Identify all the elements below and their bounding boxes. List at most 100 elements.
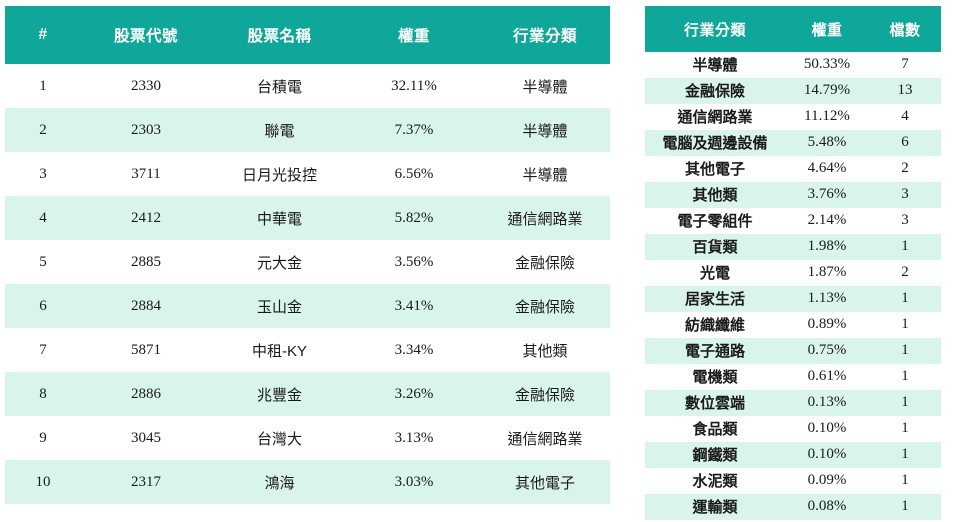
sector-name: 通信網路業 bbox=[645, 104, 785, 130]
table-row[interactable]: 電腦及週邊設備 5.48% 6 bbox=[645, 130, 941, 156]
holding-sector: 半導體 bbox=[480, 64, 610, 108]
holding-code: 2886 bbox=[81, 372, 211, 416]
top-holdings-body: 1 2330 台積電 32.11% 半導體 2 2303 聯電 7.37% 半導體 3 3711 日月光… bbox=[5, 64, 610, 504]
holding-weight: 3.34% bbox=[348, 328, 480, 372]
table-row[interactable]: 百貨類 1.98% 1 bbox=[645, 234, 941, 260]
sector-count: 6 bbox=[869, 130, 941, 156]
holding-weight: 3.41% bbox=[348, 284, 480, 328]
table-row[interactable]: 水泥類 0.09% 1 bbox=[645, 468, 941, 494]
column-header-sector[interactable]: 行業分類 bbox=[480, 6, 610, 64]
holding-weight: 3.56% bbox=[348, 240, 480, 284]
table-row[interactable]: 光電 1.87% 2 bbox=[645, 260, 941, 286]
sector-weight: 0.08% bbox=[785, 494, 869, 520]
sector-count: 13 bbox=[869, 78, 941, 104]
sector-weight: 3.76% bbox=[785, 182, 869, 208]
top-holdings-panel: # 股票代號 股票名稱 權重 行業分類 1 2330 台積電 32.11% 半導體 2 23… bbox=[5, 6, 610, 504]
sector-breakdown-panel: 行業分類 權重 檔數 半導體 50.33% 7 金融保險 14.79% 13 通信網路業 11… bbox=[645, 6, 941, 520]
sector-breakdown-header: 行業分類 權重 檔數 bbox=[645, 6, 941, 52]
holding-weight: 3.03% bbox=[348, 460, 480, 504]
holding-sector: 金融保險 bbox=[480, 240, 610, 284]
holding-weight: 6.56% bbox=[348, 152, 480, 196]
holding-sector: 半導體 bbox=[480, 108, 610, 152]
table-row[interactable]: 電機類 0.61% 1 bbox=[645, 364, 941, 390]
table-row[interactable]: 電子通路 0.75% 1 bbox=[645, 338, 941, 364]
table-row[interactable]: 10 2317 鴻海 3.03% 其他電子 bbox=[5, 460, 610, 504]
holding-rank: 10 bbox=[5, 460, 81, 504]
sector-name: 鋼鐵類 bbox=[645, 442, 785, 468]
table-row[interactable]: 鋼鐵類 0.10% 1 bbox=[645, 442, 941, 468]
table-row[interactable]: 5 2885 元大金 3.56% 金融保險 bbox=[5, 240, 610, 284]
sector-count: 1 bbox=[869, 468, 941, 494]
table-row[interactable]: 電子零組件 2.14% 3 bbox=[645, 208, 941, 234]
sector-count: 1 bbox=[869, 364, 941, 390]
holding-name: 兆豐金 bbox=[211, 372, 348, 416]
sector-weight: 0.61% bbox=[785, 364, 869, 390]
holding-sector: 金融保險 bbox=[480, 284, 610, 328]
holding-name: 元大金 bbox=[211, 240, 348, 284]
column-header-weight[interactable]: 權重 bbox=[348, 6, 480, 64]
holding-code: 2330 bbox=[81, 64, 211, 108]
sector-count: 1 bbox=[869, 338, 941, 364]
column-header-sector[interactable]: 行業分類 bbox=[645, 6, 785, 52]
column-header-rank[interactable]: # bbox=[5, 6, 81, 64]
sector-name: 紡織纖維 bbox=[645, 312, 785, 338]
table-row[interactable]: 2 2303 聯電 7.37% 半導體 bbox=[5, 108, 610, 152]
sector-count: 1 bbox=[869, 286, 941, 312]
column-header-weight[interactable]: 權重 bbox=[785, 6, 869, 52]
holding-weight: 7.37% bbox=[348, 108, 480, 152]
holding-code: 5871 bbox=[81, 328, 211, 372]
column-header-name[interactable]: 股票名稱 bbox=[211, 6, 348, 64]
sector-weight: 14.79% bbox=[785, 78, 869, 104]
table-row[interactable]: 半導體 50.33% 7 bbox=[645, 52, 941, 78]
column-header-count[interactable]: 檔數 bbox=[869, 6, 941, 52]
sector-weight: 1.87% bbox=[785, 260, 869, 286]
table-row[interactable]: 數位雲端 0.13% 1 bbox=[645, 390, 941, 416]
top-holdings-table: # 股票代號 股票名稱 權重 行業分類 1 2330 台積電 32.11% 半導體 2 23… bbox=[5, 6, 610, 504]
sector-name: 電腦及週邊設備 bbox=[645, 130, 785, 156]
sector-weight: 5.48% bbox=[785, 130, 869, 156]
sector-name: 其他類 bbox=[645, 182, 785, 208]
holding-name: 聯電 bbox=[211, 108, 348, 152]
table-row[interactable]: 其他類 3.76% 3 bbox=[645, 182, 941, 208]
holding-name: 日月光投控 bbox=[211, 152, 348, 196]
sector-name: 其他電子 bbox=[645, 156, 785, 182]
table-row[interactable]: 紡織纖維 0.89% 1 bbox=[645, 312, 941, 338]
holding-sector: 金融保險 bbox=[480, 372, 610, 416]
table-row[interactable]: 運輸類 0.08% 1 bbox=[645, 494, 941, 520]
holding-rank: 2 bbox=[5, 108, 81, 152]
sector-weight: 11.12% bbox=[785, 104, 869, 130]
sector-weight: 0.75% bbox=[785, 338, 869, 364]
table-row[interactable]: 9 3045 台灣大 3.13% 通信網路業 bbox=[5, 416, 610, 460]
sector-count: 1 bbox=[869, 312, 941, 338]
holding-rank: 4 bbox=[5, 196, 81, 240]
column-header-code[interactable]: 股票代號 bbox=[81, 6, 211, 64]
table-row[interactable]: 7 5871 中租-KY 3.34% 其他類 bbox=[5, 328, 610, 372]
sector-count: 3 bbox=[869, 182, 941, 208]
sector-count: 7 bbox=[869, 52, 941, 78]
table-row[interactable]: 通信網路業 11.12% 4 bbox=[645, 104, 941, 130]
sector-weight: 0.13% bbox=[785, 390, 869, 416]
holding-name: 鴻海 bbox=[211, 460, 348, 504]
sector-name: 光電 bbox=[645, 260, 785, 286]
sector-name: 電機類 bbox=[645, 364, 785, 390]
holding-rank: 7 bbox=[5, 328, 81, 372]
sector-name: 水泥類 bbox=[645, 468, 785, 494]
table-row[interactable]: 4 2412 中華電 5.82% 通信網路業 bbox=[5, 196, 610, 240]
table-row[interactable]: 金融保險 14.79% 13 bbox=[645, 78, 941, 104]
table-row[interactable]: 8 2886 兆豐金 3.26% 金融保險 bbox=[5, 372, 610, 416]
holding-code: 2884 bbox=[81, 284, 211, 328]
sector-name: 金融保險 bbox=[645, 78, 785, 104]
sector-name: 半導體 bbox=[645, 52, 785, 78]
sector-count: 1 bbox=[869, 390, 941, 416]
holding-code: 2412 bbox=[81, 196, 211, 240]
table-row[interactable]: 其他電子 4.64% 2 bbox=[645, 156, 941, 182]
sector-count: 3 bbox=[869, 208, 941, 234]
holding-rank: 3 bbox=[5, 152, 81, 196]
table-row[interactable]: 食品類 0.10% 1 bbox=[645, 416, 941, 442]
sector-name: 數位雲端 bbox=[645, 390, 785, 416]
table-row[interactable]: 居家生活 1.13% 1 bbox=[645, 286, 941, 312]
table-row[interactable]: 1 2330 台積電 32.11% 半導體 bbox=[5, 64, 610, 108]
holding-sector: 通信網路業 bbox=[480, 196, 610, 240]
table-row[interactable]: 3 3711 日月光投控 6.56% 半導體 bbox=[5, 152, 610, 196]
table-row[interactable]: 6 2884 玉山金 3.41% 金融保險 bbox=[5, 284, 610, 328]
